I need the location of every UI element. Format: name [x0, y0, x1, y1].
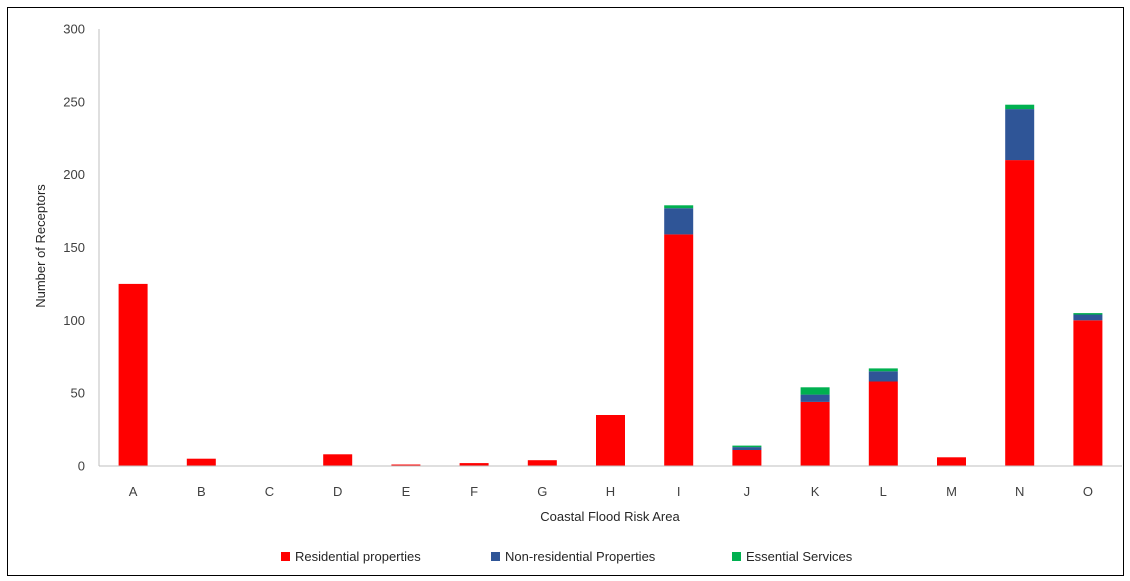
x-tick-label: N: [1015, 484, 1024, 499]
bar-N-residential-properties: [1005, 160, 1035, 466]
x-axis-ticks: A B C D E F G H I J K L M N O: [129, 484, 1093, 499]
bar-K-residential-properties: [800, 401, 830, 466]
y-tick-label: 300: [63, 22, 85, 37]
bar-L-residential-properties: [868, 381, 898, 466]
bar-F-residential-properties: [459, 463, 489, 466]
legend-swatch: [732, 552, 741, 561]
y-tick-label: 0: [78, 459, 85, 474]
x-tick-label: C: [265, 484, 274, 499]
bar-B-residential-properties: [186, 458, 216, 466]
x-tick-label: A: [129, 484, 138, 499]
legend-swatch: [281, 552, 290, 561]
bar-J-residential-properties: [732, 450, 762, 466]
x-tick-label: K: [811, 484, 820, 499]
bar-O-essential-services: [1073, 313, 1103, 315]
legend-label: Essential Services: [746, 549, 853, 564]
y-tick-label: 100: [63, 313, 85, 328]
legend-swatch: [491, 552, 500, 561]
y-axis-title: Number of Receptors: [33, 184, 48, 308]
y-tick-label: 200: [63, 167, 85, 182]
x-tick-label: L: [880, 484, 887, 499]
chart-frame: [7, 7, 1124, 576]
x-tick-label: O: [1083, 484, 1093, 499]
bar-E-residential-properties: [391, 464, 421, 466]
bar-K-non-residential-properties: [800, 394, 830, 402]
x-tick-label: J: [744, 484, 751, 499]
x-tick-label: B: [197, 484, 206, 499]
bar-I-non-residential-properties: [664, 208, 694, 235]
bar-O-residential-properties: [1073, 320, 1103, 466]
y-tick-label: 50: [71, 386, 85, 401]
bar-N-essential-services: [1005, 104, 1035, 110]
bar-G-residential-properties: [527, 460, 557, 466]
x-tick-label: I: [677, 484, 681, 499]
bar-D-residential-properties: [323, 454, 353, 466]
bar-L-non-residential-properties: [868, 371, 898, 382]
x-tick-label: G: [537, 484, 547, 499]
bar-O-non-residential-properties: [1073, 314, 1103, 321]
bar-I-essential-services: [664, 205, 694, 209]
x-tick-label: H: [606, 484, 615, 499]
bar-K-essential-services: [800, 387, 830, 395]
bar-J-non-residential-properties: [732, 447, 762, 450]
bar-N-non-residential-properties: [1005, 109, 1035, 161]
bar-L-essential-services: [868, 368, 898, 372]
legend-label: Residential properties: [295, 549, 421, 564]
x-tick-label: F: [470, 484, 478, 499]
x-axis-title: Coastal Flood Risk Area: [540, 509, 680, 524]
bar-A-residential-properties: [118, 283, 148, 466]
x-tick-label: M: [946, 484, 957, 499]
bar-M-residential-properties: [937, 457, 966, 466]
y-axis-ticks: 0 50 100 150 200 250 300: [63, 22, 85, 474]
bars: [118, 104, 1103, 466]
x-tick-label: D: [333, 484, 342, 499]
y-tick-label: 250: [63, 94, 85, 109]
y-tick-label: 150: [63, 240, 85, 255]
bar-I-residential-properties: [664, 234, 694, 466]
legend-label: Non-residential Properties: [505, 549, 656, 564]
bar-J-essential-services: [732, 445, 762, 448]
bar-H-residential-properties: [596, 415, 625, 466]
x-tick-label: E: [402, 484, 411, 499]
legend: Residential properties Non-residential Pr…: [281, 549, 853, 564]
